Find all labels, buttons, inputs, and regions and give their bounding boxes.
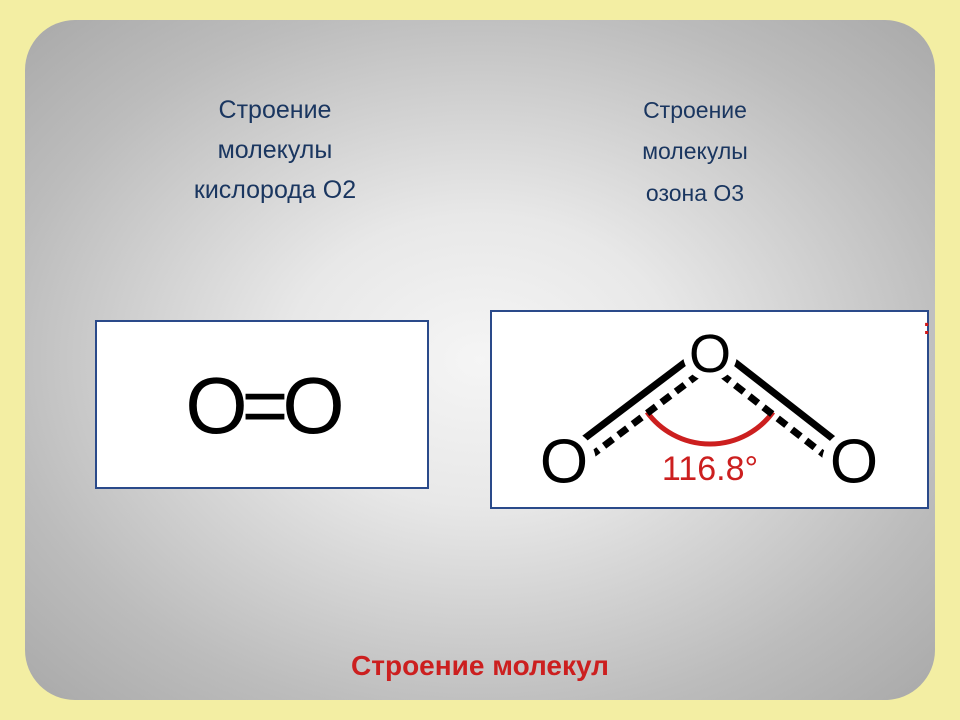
heading-oxygen-line2: молекулы [218,136,333,164]
oxygen-formula: O=O [97,360,427,452]
angle-arc [647,412,773,444]
page-background: Строение молекулы кислорода О2 Строение … [0,0,960,720]
oxygen-structure-box: O=O [95,320,429,489]
heading-oxygen-line3: кислорода О2 [194,176,356,204]
slide-panel: Строение молекулы кислорода О2 Строение … [25,20,935,700]
heading-oxygen-line1: Строение [219,96,332,124]
stray-colon: : [923,314,929,336]
atom-top-label: O [689,324,731,384]
slide-footer-title: Строение молекул [25,650,935,682]
heading-ozone: Строение молекулы озона О3 [565,90,825,214]
heading-ozone-line1: Строение [643,97,747,123]
heading-ozone-line3: озона О3 [646,180,744,206]
angle-label: 116.8° [662,450,758,488]
heading-oxygen: Строение молекулы кислорода О2 [125,90,425,210]
heading-ozone-line2: молекулы [642,138,748,164]
atom-left-label: O [540,428,588,497]
ozone-structure-box: O O O 116.8° [490,310,929,509]
atom-right-label: O [830,428,878,497]
ozone-diagram: O O O 116.8° [492,312,927,507]
